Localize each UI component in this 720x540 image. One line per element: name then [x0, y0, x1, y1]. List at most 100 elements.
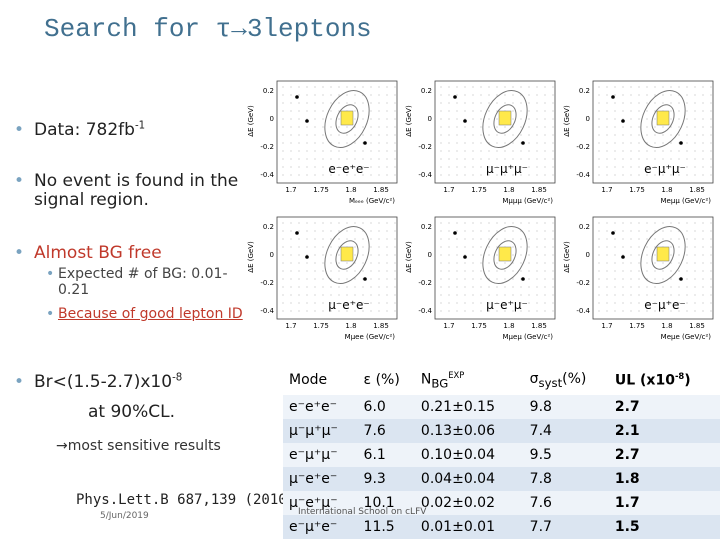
- grid-dot: [362, 294, 364, 296]
- grid-dot: [362, 102, 364, 104]
- grid-dot: [488, 118, 490, 120]
- grid-dot: [646, 118, 648, 120]
- grid-dot: [630, 142, 632, 144]
- grid-dot: [512, 238, 514, 240]
- grid-dot: [386, 222, 388, 224]
- grid-dot: [306, 262, 308, 264]
- grid-dot: [504, 262, 506, 264]
- grid-dot: [496, 134, 498, 136]
- grid-dot: [370, 174, 372, 176]
- grid-dot: [614, 174, 616, 176]
- grid-dot: [354, 174, 356, 176]
- grid-dot: [370, 142, 372, 144]
- grid-dot: [694, 278, 696, 280]
- y-tick-label: -0.2: [260, 279, 274, 287]
- grid-dot: [338, 142, 340, 144]
- grid-dot: [496, 302, 498, 304]
- grid-dot: [456, 86, 458, 88]
- grid-dot: [654, 94, 656, 96]
- grid-dot: [362, 86, 364, 88]
- x-tick-label: 1.8: [503, 322, 514, 330]
- grid-dot: [702, 150, 704, 152]
- grid-dot: [322, 278, 324, 280]
- grid-dot: [480, 110, 482, 112]
- grid-dot: [386, 126, 388, 128]
- grid-dot: [346, 286, 348, 288]
- grid-dot: [614, 158, 616, 160]
- grid-dot: [314, 302, 316, 304]
- grid-dot: [378, 102, 380, 104]
- grid-dot: [448, 94, 450, 96]
- grid-dot: [662, 86, 664, 88]
- grid-dot: [606, 246, 608, 248]
- grid-dot: [314, 126, 316, 128]
- grid-dot: [504, 222, 506, 224]
- signal-box: [498, 246, 512, 262]
- grid-dot: [662, 310, 664, 312]
- grid-dot: [686, 278, 688, 280]
- grid-dot: [370, 238, 372, 240]
- grid-dot: [622, 174, 624, 176]
- grid-dot: [678, 102, 680, 104]
- grid-dot: [322, 142, 324, 144]
- grid-dot: [322, 302, 324, 304]
- sub-bullet: Expected # of BG: 0.01-0.21: [46, 266, 248, 298]
- grid-dot: [314, 278, 316, 280]
- grid-dot: [456, 94, 458, 96]
- grid-dot: [504, 102, 506, 104]
- grid-dot: [606, 294, 608, 296]
- grid-dot: [544, 118, 546, 120]
- grid-dot: [654, 126, 656, 128]
- grid-dot: [536, 86, 538, 88]
- grid-dot: [694, 302, 696, 304]
- grid-dot: [504, 286, 506, 288]
- table-row: e⁻μ⁺e⁻ 11.5 0.01±0.01 7.7 1.5: [283, 515, 720, 539]
- grid-dot: [386, 310, 388, 312]
- grid-dot: [694, 86, 696, 88]
- grid-dot: [314, 174, 316, 176]
- grid-dot: [346, 102, 348, 104]
- grid-dot: [496, 126, 498, 128]
- grid-dot: [472, 310, 474, 312]
- grid-dot: [598, 134, 600, 136]
- y-tick-label: 0: [270, 115, 274, 123]
- grid-dot: [378, 134, 380, 136]
- grid-dot: [686, 118, 688, 120]
- grid-dot: [370, 246, 372, 248]
- grid-dot: [544, 270, 546, 272]
- grid-dot: [678, 294, 680, 296]
- signal-ellipse: [640, 90, 686, 148]
- grid-dot: [394, 310, 396, 312]
- grid-dot: [354, 278, 356, 280]
- grid-dot: [670, 286, 672, 288]
- grid-dot: [686, 110, 688, 112]
- grid-dot: [448, 166, 450, 168]
- grid-dot: [678, 134, 680, 136]
- grid-dot: [282, 94, 284, 96]
- grid-dot: [330, 118, 332, 120]
- grid-dot: [622, 166, 624, 168]
- grid-dot: [606, 94, 608, 96]
- grid-dot: [394, 166, 396, 168]
- grid-dot: [520, 150, 522, 152]
- grid-dot: [686, 230, 688, 232]
- grid-dot: [512, 278, 514, 280]
- x-tick-label: 1.7: [443, 322, 454, 330]
- grid-dot: [306, 246, 308, 248]
- grid-dot: [338, 110, 340, 112]
- grid-dot: [354, 166, 356, 168]
- table-cell: 1.7: [608, 491, 720, 515]
- grid-dot: [338, 310, 340, 312]
- grid-dot: [544, 286, 546, 288]
- grid-dot: [512, 254, 514, 256]
- grid-dot: [622, 126, 624, 128]
- grid-dot: [662, 278, 664, 280]
- grid-dot: [456, 254, 458, 256]
- grid-dot: [480, 278, 482, 280]
- grid-dot: [282, 302, 284, 304]
- grid-dot: [512, 102, 514, 104]
- grid-dot: [686, 246, 688, 248]
- grid-dot: [654, 278, 656, 280]
- grid-dot: [394, 110, 396, 112]
- grid-dot: [298, 222, 300, 224]
